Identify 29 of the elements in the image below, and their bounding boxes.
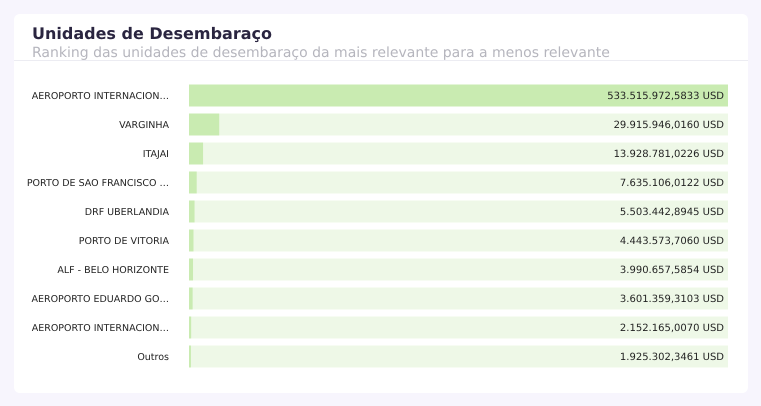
y-tick-label: AEROPORTO EDUARDO GO… (31, 294, 169, 305)
data-label: 3.990.657,5854 USD (620, 264, 724, 276)
y-tick-label: AEROPORTO INTERNACION… (32, 90, 169, 102)
y-tick-label: ITAJAI (142, 148, 169, 160)
bar (189, 142, 204, 164)
bar (189, 258, 194, 280)
y-tick-label: ALF - BELO HORIZONTE (57, 264, 169, 276)
bar (189, 171, 197, 194)
data-label: 4.443.573,7060 USD (620, 236, 724, 247)
y-tick-label: Outros (137, 352, 170, 363)
chart-subtitle: Ranking das unidades de desembaraço da mais relevante para a menos relevante (32, 45, 611, 61)
data-label: 533.515.972,5833 USD (607, 90, 724, 102)
y-tick-label: AEROPORTO INTERNACION… (32, 322, 169, 334)
y-tick-label: PORTO DE SAO FRANCISCO … (26, 178, 169, 189)
data-label: 13.928.781,0226 USD (614, 148, 724, 160)
data-label: 29.915.946,0160 USD (614, 120, 724, 131)
y-tick-label: VARGINHA (119, 120, 170, 131)
bar (189, 113, 220, 136)
y-tick-label: PORTO DE VITORIA (78, 236, 170, 247)
bar (189, 200, 195, 222)
bar (189, 229, 194, 252)
chart-title: Unidades de Desembaraço (32, 24, 273, 43)
data-label: 7.635.106,0122 USD (620, 178, 724, 189)
y-tick-label: DRF UBERLANDIA (84, 206, 170, 218)
bar (189, 287, 193, 310)
data-label: 2.152.165,0070 USD (620, 322, 724, 334)
data-label: 5.503.442,8945 USD (620, 206, 724, 218)
data-label: 1.925.302,3461 USD (620, 352, 724, 363)
data-label: 3.601.359,3103 USD (620, 294, 724, 305)
